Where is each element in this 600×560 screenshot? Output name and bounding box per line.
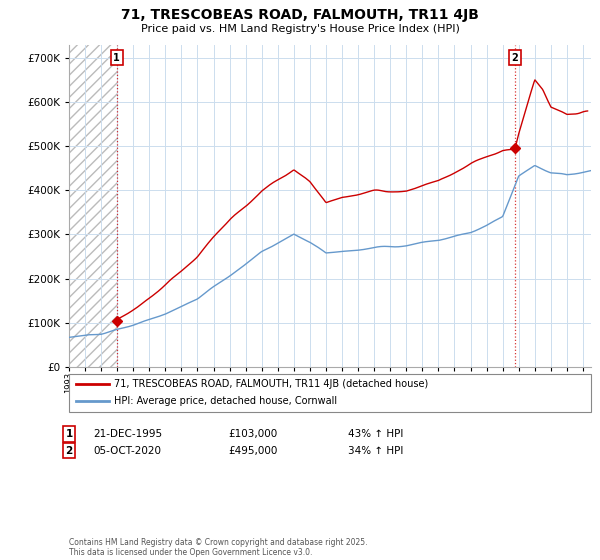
Bar	[69, 45, 117, 367]
Text: 1: 1	[113, 53, 120, 63]
Text: £495,000: £495,000	[228, 446, 277, 456]
Text: HPI: Average price, detached house, Cornwall: HPI: Average price, detached house, Corn…	[114, 396, 337, 406]
Text: 2: 2	[65, 446, 73, 456]
Text: 2: 2	[511, 53, 518, 63]
Text: 34% ↑ HPI: 34% ↑ HPI	[348, 446, 403, 456]
Text: 05-OCT-2020: 05-OCT-2020	[93, 446, 161, 456]
Text: 1: 1	[65, 429, 73, 439]
Text: £103,000: £103,000	[228, 429, 277, 439]
Text: Contains HM Land Registry data © Crown copyright and database right 2025.
This d: Contains HM Land Registry data © Crown c…	[69, 538, 367, 557]
Text: 71, TRESCOBEAS ROAD, FALMOUTH, TR11 4JB (detached house): 71, TRESCOBEAS ROAD, FALMOUTH, TR11 4JB …	[114, 379, 428, 389]
Text: 43% ↑ HPI: 43% ↑ HPI	[348, 429, 403, 439]
Text: Price paid vs. HM Land Registry's House Price Index (HPI): Price paid vs. HM Land Registry's House …	[140, 24, 460, 34]
Text: 71, TRESCOBEAS ROAD, FALMOUTH, TR11 4JB: 71, TRESCOBEAS ROAD, FALMOUTH, TR11 4JB	[121, 8, 479, 22]
Text: 21-DEC-1995: 21-DEC-1995	[93, 429, 162, 439]
